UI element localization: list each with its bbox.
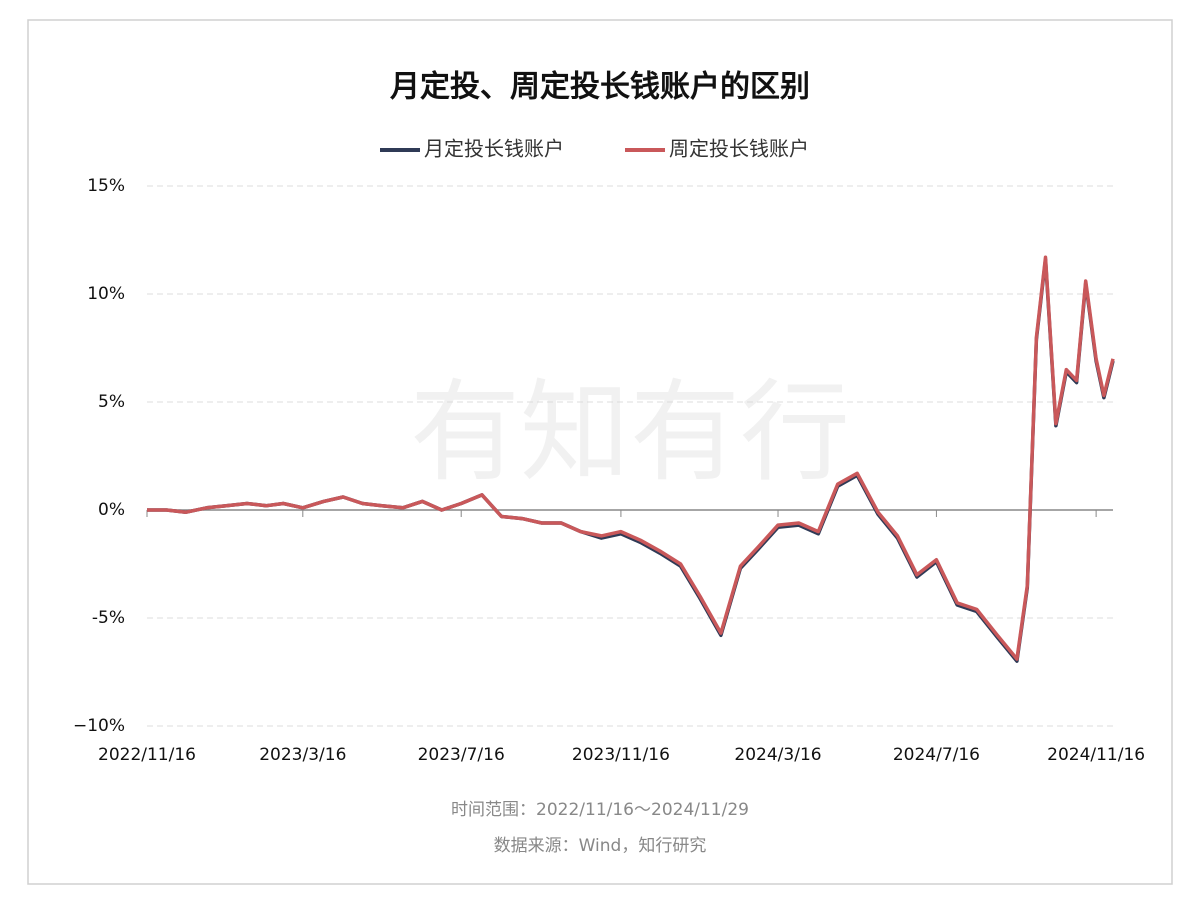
legend-label: 月定投长钱账户 bbox=[424, 137, 564, 161]
watermark: 有知有行 bbox=[410, 368, 850, 496]
y-tick-label: -5% bbox=[92, 608, 125, 628]
x-tick-label: 2024/7/16 bbox=[893, 745, 980, 765]
y-tick-label: 15% bbox=[87, 176, 125, 196]
x-tick-label: 2023/7/16 bbox=[418, 745, 505, 765]
frame bbox=[27, 19, 1173, 885]
x-tick-label: 2024/11/16 bbox=[1047, 745, 1145, 765]
x-tick-label: 2022/11/16 bbox=[98, 745, 196, 765]
x-tick-label: 2024/3/16 bbox=[734, 745, 821, 765]
y-tick-label: −10% bbox=[73, 716, 125, 736]
y-tick-label: 0% bbox=[98, 500, 125, 520]
y-tick-label: 5% bbox=[98, 392, 125, 412]
series-line bbox=[147, 255, 1115, 661]
legend-label: 周定投长钱账户 bbox=[669, 137, 809, 161]
x-tick-label: 2023/3/16 bbox=[259, 745, 346, 765]
x-tick-label: 2023/11/16 bbox=[572, 745, 670, 765]
note: 数据来源：Wind，知行研究 bbox=[494, 836, 707, 856]
chart-title: 月定投、周定投长钱账户的区别 bbox=[390, 70, 810, 105]
y-tick-label: 10% bbox=[87, 284, 125, 304]
note: 时间范围：2022/11/16～2024/11/29 bbox=[451, 800, 749, 820]
